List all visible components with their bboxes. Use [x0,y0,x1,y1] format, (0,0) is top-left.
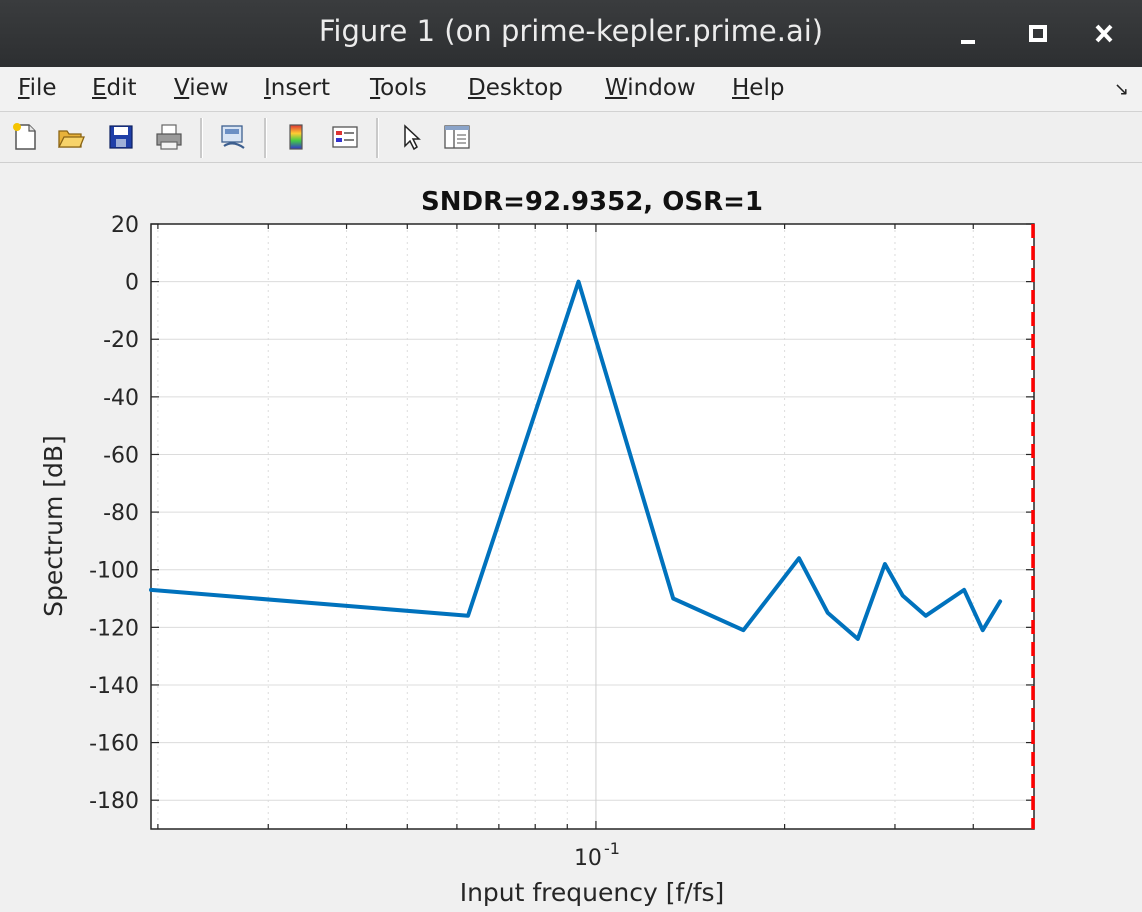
close-button[interactable] [1084,14,1124,54]
y-tick-label: -20 [103,328,139,353]
minimize-icon [961,40,975,44]
y-axis-label: Spectrum [dB] [39,435,68,617]
x-tick-label: 10 [574,846,602,871]
new-figure-icon[interactable] [10,122,40,152]
y-tick-label: -140 [89,674,139,699]
toolbar-separator [200,118,203,158]
window-title: Figure 1 (on prime-kepler.prime.ai) [318,14,824,48]
toolbar [0,112,1142,163]
axes[interactable]: 20 0 -20 -40 -60 -80 -100 -120 -140 -160 -180 10 -1 [89,213,1035,871]
y-tick-label: 0 [125,271,139,296]
y-tick-label: -100 [89,559,139,584]
link-plot-icon[interactable] [218,122,248,152]
toolbar-separator [264,118,267,158]
menu-bar: File Edit View Insert Tools Desktop Wind… [0,67,1142,112]
toolbar-separator [376,118,379,158]
close-icon [1095,24,1113,43]
colorbar-icon[interactable] [282,122,312,152]
menu-window[interactable]: Window [605,75,696,101]
spectrum-series-line[interactable] [149,279,1003,641]
x-tick-label-exponent: -1 [604,839,620,858]
menu-help[interactable]: Help [732,75,785,101]
minimize-button[interactable] [948,14,988,54]
menu-file[interactable]: File [18,75,57,101]
menu-edit[interactable]: Edit [92,75,137,101]
menu-view[interactable]: View [174,75,229,101]
y-tick-label: -60 [103,443,139,468]
menu-tools[interactable]: Tools [370,75,427,101]
figure-canvas[interactable]: SNDR=92.9352, OSR=1 20 0 -20 -40 -60 -80 -100 -… [0,163,1142,912]
y-tick-label: -120 [89,616,139,641]
menu-insert[interactable]: Insert [264,75,330,101]
y-tick-label: -80 [103,501,139,526]
y-tick-label: -180 [89,789,139,814]
print-icon[interactable] [154,122,184,152]
save-icon[interactable] [106,122,136,152]
x-axis-label: Input frequency [f/fs] [460,878,725,907]
legend-icon[interactable] [330,122,360,152]
chart-title: SNDR=92.9352, OSR=1 [421,187,763,217]
property-editor-icon[interactable] [442,122,472,152]
plot-svg[interactable]: SNDR=92.9352, OSR=1 20 0 -20 -40 -60 -80 -100 -… [0,163,1142,912]
y-tick-label: -40 [103,386,139,411]
axes-box [150,223,1035,830]
open-file-icon[interactable] [56,122,86,152]
y-tick-label: 20 [111,213,139,238]
axes-background[interactable] [151,224,1034,829]
maximize-icon [1029,25,1047,42]
dock-arrow-icon[interactable]: ↘ [1114,79,1130,100]
menu-desktop[interactable]: Desktop [468,75,563,101]
pointer-icon[interactable] [396,122,426,152]
y-tick-label: -160 [89,732,139,757]
maximize-button[interactable] [1018,14,1058,54]
title-bar[interactable]: Figure 1 (on prime-kepler.prime.ai) [0,0,1142,67]
